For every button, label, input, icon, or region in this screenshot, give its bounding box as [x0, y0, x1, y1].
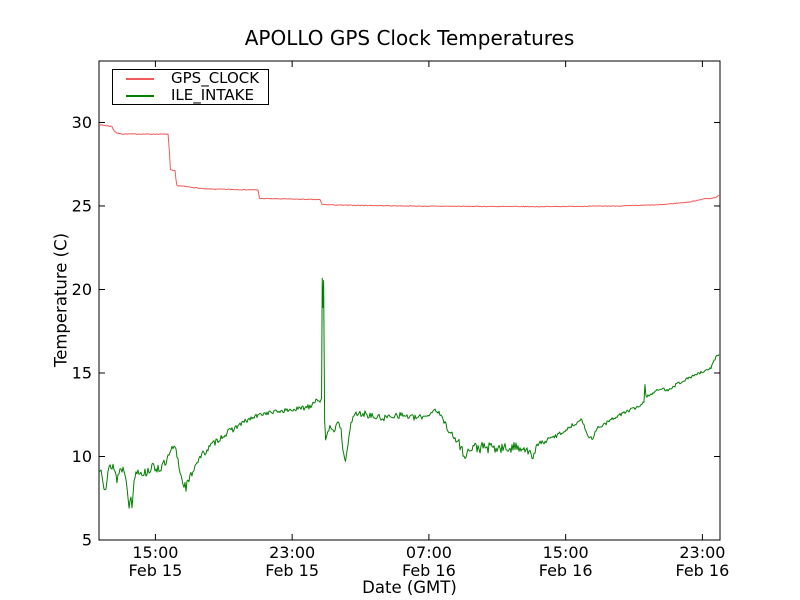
y-tick-label: 5	[82, 531, 92, 550]
x-tick-label-date: Feb 16	[539, 561, 593, 580]
x-tick-label-time: 23:00	[679, 543, 725, 562]
legend-row-ile-intake: ILE_INTAKE	[113, 87, 268, 104]
y-tick-label: 30	[72, 113, 92, 132]
x-tick-label-time: 07:00	[406, 543, 452, 562]
y-tick-label: 20	[72, 280, 92, 299]
x-tick-label-date: Feb 16	[676, 561, 730, 580]
ile-intake-line-sample	[126, 94, 154, 97]
legend-row-gps-clock: GPS_CLOCK	[113, 70, 268, 87]
x-tick-label-time: 23:00	[269, 543, 315, 562]
gps-clock-line-sample	[126, 77, 154, 80]
gps-clock-line	[99, 124, 720, 208]
x-tick-label-date: Feb 15	[265, 561, 319, 580]
plot-frame	[98, 60, 721, 541]
y-tick-label: 25	[72, 196, 92, 215]
x-tick-label-date: Feb 16	[402, 561, 456, 580]
x-tick-label-time: 15:00	[543, 543, 589, 562]
legend: GPS_CLOCK ILE_INTAKE	[112, 69, 269, 105]
ile-intake-line	[99, 277, 720, 509]
x-axis-label: Date (GMT)	[362, 578, 457, 597]
x-tick-label-date: Feb 15	[129, 561, 183, 580]
legend-label-ile-intake: ILE_INTAKE	[171, 86, 254, 104]
legend-label-gps-clock: GPS_CLOCK	[171, 69, 260, 87]
y-tick-label: 15	[72, 363, 92, 382]
chart-title: APOLLO GPS Clock Temperatures	[244, 26, 575, 50]
y-tick-label: 10	[72, 447, 92, 466]
x-tick-label-time: 15:00	[132, 543, 178, 562]
